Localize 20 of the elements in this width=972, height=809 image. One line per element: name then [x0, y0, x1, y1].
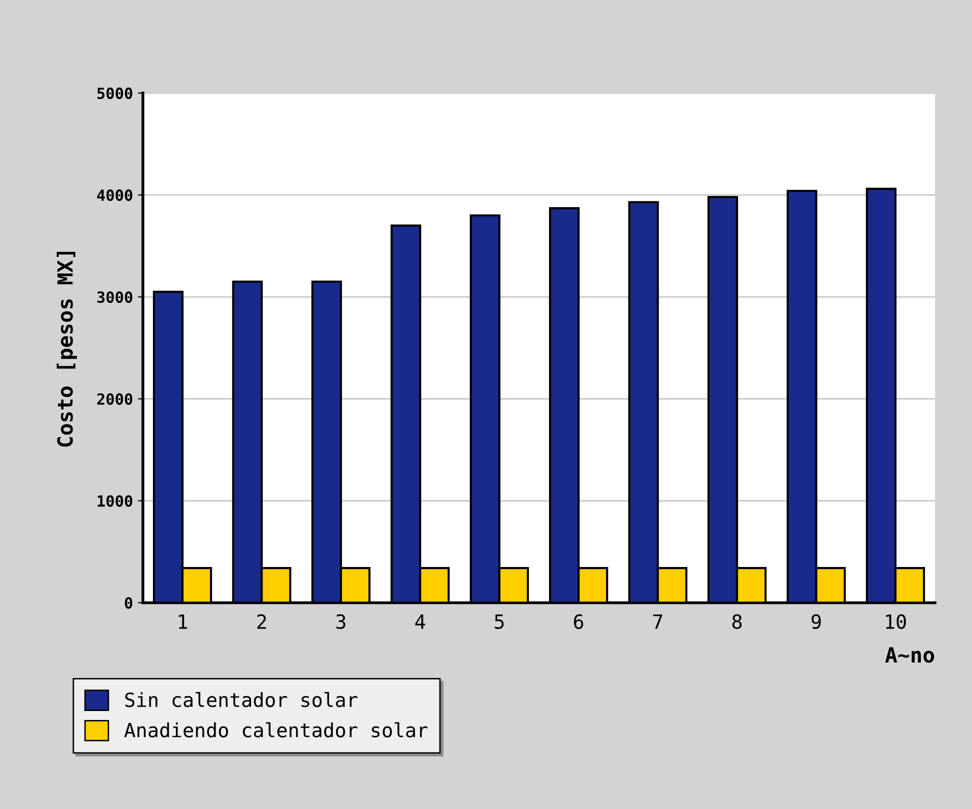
y-tick-label: 2000 [97, 393, 132, 405]
x-tick-label: 8 [732, 614, 742, 629]
x-tick-label: 4 [415, 614, 426, 629]
x-tick-label: 2 [257, 614, 266, 629]
y-tick-label: 1000 [98, 495, 132, 507]
y-tick-label: 0 [124, 597, 132, 609]
y-tick-label: 4000 [97, 189, 132, 201]
y-axis-title: Costo [pesos MX] [56, 252, 77, 447]
y-tick-label: 5000 [97, 88, 132, 100]
x-tick-label: 6 [574, 614, 584, 629]
legend-label: Anadiendo calentador solar [124, 722, 428, 738]
legend-label: Sin calentador solar [125, 692, 358, 708]
y-tick-label: 3000 [97, 291, 132, 303]
x-tick-label: 10 [886, 614, 906, 629]
x-tick-label: 1 [178, 614, 188, 629]
x-tick-label: 7 [653, 614, 662, 629]
x-tick-label: 5 [494, 614, 504, 629]
x-tick-label: 9 [812, 614, 821, 629]
x-tick-label: 3 [336, 614, 346, 629]
x-axis-title: A~no [885, 647, 934, 663]
